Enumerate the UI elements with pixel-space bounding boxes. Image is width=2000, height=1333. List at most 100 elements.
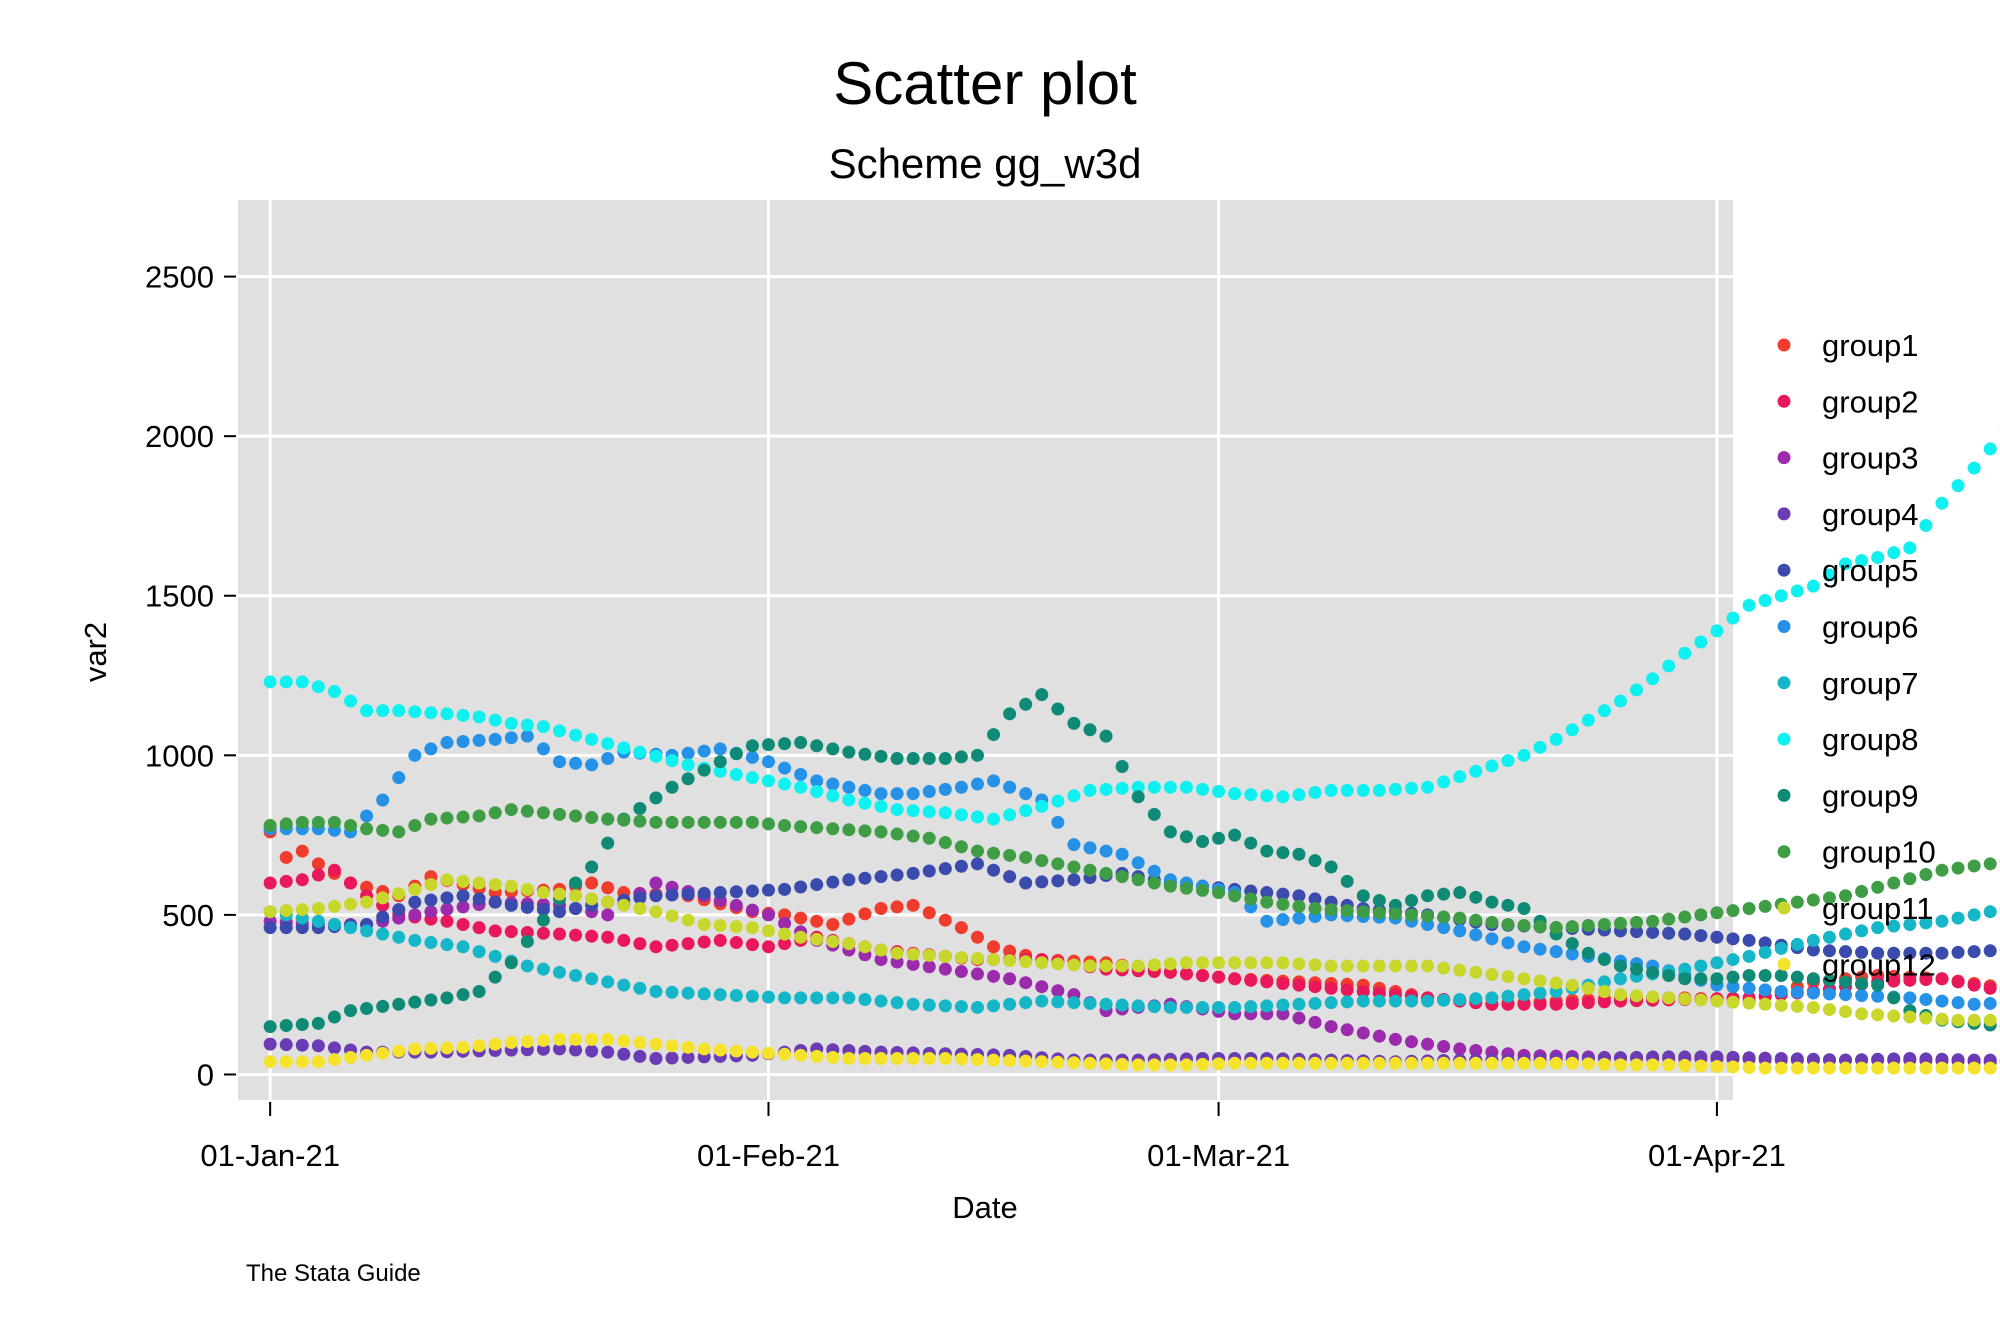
data-point bbox=[456, 810, 470, 824]
data-point bbox=[1935, 946, 1949, 960]
data-point bbox=[1855, 924, 1869, 938]
data-point bbox=[1774, 984, 1788, 998]
data-point bbox=[874, 1052, 888, 1066]
data-point bbox=[1678, 646, 1692, 660]
data-point bbox=[1035, 994, 1049, 1008]
data-point bbox=[1019, 976, 1033, 990]
data-point bbox=[1179, 1000, 1193, 1014]
data-point bbox=[1822, 568, 1836, 582]
data-point bbox=[263, 921, 277, 935]
data-point bbox=[1260, 914, 1274, 928]
data-point bbox=[1196, 834, 1210, 848]
data-point bbox=[279, 874, 293, 888]
data-point bbox=[1147, 807, 1161, 821]
data-point bbox=[1871, 989, 1885, 1003]
data-point bbox=[1179, 967, 1193, 981]
data-point bbox=[649, 984, 663, 998]
data-point bbox=[938, 752, 952, 766]
data-point bbox=[1099, 997, 1113, 1011]
data-point bbox=[424, 1041, 438, 1055]
data-point bbox=[987, 863, 1001, 877]
data-point bbox=[601, 737, 615, 751]
data-point bbox=[1372, 959, 1386, 973]
data-point bbox=[745, 815, 759, 829]
data-point bbox=[1437, 775, 1451, 789]
data-point bbox=[713, 988, 727, 1002]
x-tick-label: 01-Mar-21 bbox=[1147, 1138, 1290, 1173]
data-point bbox=[520, 882, 534, 896]
data-point bbox=[472, 733, 486, 747]
data-point bbox=[601, 1045, 615, 1059]
data-point bbox=[761, 940, 775, 954]
data-point bbox=[440, 707, 454, 721]
data-point bbox=[1147, 958, 1161, 972]
data-point bbox=[1533, 986, 1547, 1000]
data-point bbox=[1421, 994, 1435, 1008]
data-point bbox=[826, 1050, 840, 1064]
data-point bbox=[1340, 783, 1354, 797]
data-point bbox=[295, 1017, 309, 1031]
data-point bbox=[890, 1052, 904, 1066]
data-point bbox=[1806, 972, 1820, 986]
data-point bbox=[1533, 974, 1547, 988]
data-point bbox=[1967, 461, 1981, 475]
data-point bbox=[520, 1034, 534, 1048]
data-point bbox=[1742, 933, 1756, 947]
data-point bbox=[1035, 688, 1049, 702]
data-point bbox=[601, 908, 615, 922]
data-point bbox=[778, 819, 792, 833]
data-point bbox=[761, 883, 775, 897]
data-point bbox=[1630, 962, 1644, 976]
data-point bbox=[1276, 887, 1290, 901]
data-point bbox=[408, 995, 422, 1009]
data-point bbox=[1003, 972, 1017, 986]
data-point bbox=[520, 925, 534, 939]
data-point bbox=[1662, 1058, 1676, 1072]
data-point bbox=[745, 884, 759, 898]
data-point bbox=[1983, 944, 1997, 958]
legend-marker bbox=[1777, 957, 1791, 971]
data-point bbox=[1147, 864, 1161, 878]
data-point bbox=[263, 1037, 277, 1051]
data-point bbox=[906, 997, 920, 1011]
data-point bbox=[1710, 930, 1724, 944]
data-point bbox=[424, 993, 438, 1007]
data-point bbox=[633, 1049, 647, 1063]
data-point bbox=[729, 936, 743, 950]
data-point bbox=[263, 819, 277, 833]
data-point bbox=[1726, 1060, 1740, 1074]
data-point bbox=[1404, 781, 1418, 795]
data-point bbox=[1228, 972, 1242, 986]
data-point bbox=[1485, 991, 1499, 1005]
y-tick-label: 1500 bbox=[145, 579, 214, 614]
data-point bbox=[794, 767, 808, 781]
data-point bbox=[987, 728, 1001, 742]
data-point bbox=[1919, 973, 1933, 987]
data-point bbox=[1565, 996, 1579, 1010]
data-point bbox=[1967, 859, 1981, 873]
data-point bbox=[745, 750, 759, 764]
legend-marker bbox=[1777, 845, 1791, 859]
data-point bbox=[1212, 1000, 1226, 1014]
data-point bbox=[456, 889, 470, 903]
data-point bbox=[1919, 519, 1933, 533]
data-point bbox=[1726, 1050, 1740, 1064]
data-point bbox=[1099, 959, 1113, 973]
data-point bbox=[1276, 790, 1290, 804]
data-point bbox=[344, 876, 358, 890]
data-point bbox=[649, 815, 663, 829]
data-point bbox=[633, 937, 647, 951]
data-point bbox=[1244, 973, 1258, 987]
data-point bbox=[649, 1037, 663, 1051]
data-point bbox=[1967, 978, 1981, 992]
data-point bbox=[1742, 996, 1756, 1010]
data-point bbox=[1388, 1056, 1402, 1070]
data-point bbox=[1742, 902, 1756, 916]
data-point bbox=[472, 984, 486, 998]
data-point bbox=[681, 758, 695, 772]
data-point bbox=[729, 898, 743, 912]
legend-marker bbox=[1777, 338, 1791, 352]
data-point bbox=[344, 819, 358, 833]
data-point bbox=[1003, 1054, 1017, 1068]
legend-item-group10: group10 bbox=[1777, 835, 1936, 870]
